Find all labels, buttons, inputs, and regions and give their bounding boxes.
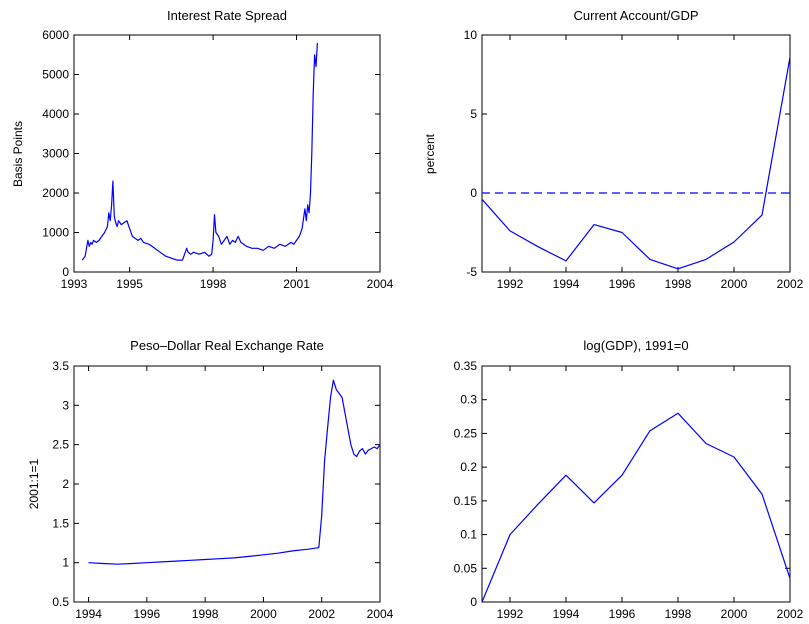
y-tick-label: 0.2: [460, 460, 477, 474]
x-tick-label: 1996: [134, 607, 161, 621]
tick-group: 1992 1994 1996 1998 2000 2002 0 0.05 0.1 0.15 0.2 0…: [454, 359, 804, 621]
plot-frame: [481, 365, 791, 603]
x-tick-label: 1996: [609, 607, 636, 621]
y-tick-label: 3000: [42, 147, 69, 161]
plot-frame: [481, 34, 791, 273]
chart-title: Interest Rate Spread: [167, 8, 287, 23]
y-tick-label: 3: [62, 398, 69, 412]
x-tick-label: 1992: [497, 607, 524, 621]
tick-group: 1993 1995 1998 2001 2004 0 1000 2000 3000 4000 500…: [42, 28, 393, 291]
x-tick-label: 1994: [75, 607, 102, 621]
y-tick-label: 4000: [42, 107, 69, 121]
y-tick-label: 0.3: [460, 393, 477, 407]
series-line: [81, 42, 318, 261]
x-tick-label: 1998: [200, 277, 227, 291]
x-tick-label: 1998: [665, 277, 692, 291]
y-axis-label: percent: [423, 133, 437, 174]
x-tick-label: 1998: [665, 607, 692, 621]
panel-real-exchange-rate: Peso–Dollar Real Exchange Rate 2001:1=1 …: [27, 338, 394, 621]
plot-frame: [73, 365, 381, 603]
x-tick-label: 1995: [116, 277, 143, 291]
x-tick-label: 2001: [283, 277, 310, 291]
x-tick-label: 2002: [777, 277, 804, 291]
chart-title: Peso–Dollar Real Exchange Rate: [130, 338, 324, 353]
x-tick-label: 1998: [192, 607, 219, 621]
x-tick-label: 2000: [721, 277, 748, 291]
y-tick-label: 5000: [42, 68, 69, 82]
y-tick-label: 1000: [42, 226, 69, 240]
x-tick-label: 1996: [609, 277, 636, 291]
chart-title: log(GDP), 1991=0: [583, 338, 688, 353]
series-line: [481, 56, 791, 270]
y-tick-label: 0: [470, 595, 477, 609]
panel-log-gdp: log(GDP), 1991=0 1992 1994 1996 1998 2000 200…: [454, 338, 804, 621]
x-tick-label: 2004: [367, 277, 394, 291]
y-tick-label: 3.5: [52, 359, 69, 373]
panel-current-account: Current Account/GDP percent 1992 1994 1996…: [423, 8, 804, 291]
series-group: [88, 379, 381, 565]
y-tick-label: 2.5: [52, 438, 69, 452]
x-tick-label: 1994: [553, 607, 580, 621]
tick-group: 1992 1994 1996 1998 2000 2002 -5 0 5 10: [464, 28, 804, 291]
series-group: [481, 56, 791, 270]
y-tick-label: 0: [470, 186, 477, 200]
x-tick-label: 2000: [250, 607, 277, 621]
x-tick-label: 2002: [308, 607, 335, 621]
y-tick-label: 10: [464, 28, 478, 42]
y-tick-label: 0.15: [454, 494, 478, 508]
x-tick-label: 1994: [553, 277, 580, 291]
y-tick-label: 1: [62, 556, 69, 570]
y-tick-label: 0.5: [52, 595, 69, 609]
x-tick-label: 2004: [367, 607, 394, 621]
series-group: [81, 42, 318, 261]
y-axis-label: 2001:1=1: [27, 458, 41, 509]
y-tick-label: 6000: [42, 28, 69, 42]
y-tick-label: 2000: [42, 186, 69, 200]
y-axis-label: Basis Points: [11, 121, 25, 187]
y-tick-label: -5: [466, 265, 477, 279]
y-tick-label: 0.25: [454, 426, 478, 440]
chart-title: Current Account/GDP: [574, 8, 699, 23]
y-tick-label: 0.1: [460, 528, 477, 542]
y-tick-label: 0.35: [454, 359, 478, 373]
x-tick-label: 1992: [497, 277, 524, 291]
y-tick-label: 0: [62, 265, 69, 279]
series-line: [88, 379, 381, 565]
x-tick-label: 2002: [777, 607, 804, 621]
x-tick-label: 2000: [721, 607, 748, 621]
y-tick-label: 0.05: [454, 561, 478, 575]
x-tick-label: 1993: [61, 277, 88, 291]
series-group: [481, 412, 791, 603]
tick-group: 1994 1996 1998 2000 2002 2004 0.5 1 1.5 2 2.5 3 3.5: [52, 359, 393, 621]
y-tick-label: 5: [470, 107, 477, 121]
series-line: [481, 412, 791, 603]
y-tick-label: 1.5: [52, 516, 69, 530]
panel-interest-rate-spread: Interest Rate Spread Basis Points 1993 19…: [11, 8, 394, 291]
y-tick-label: 2: [62, 477, 69, 491]
